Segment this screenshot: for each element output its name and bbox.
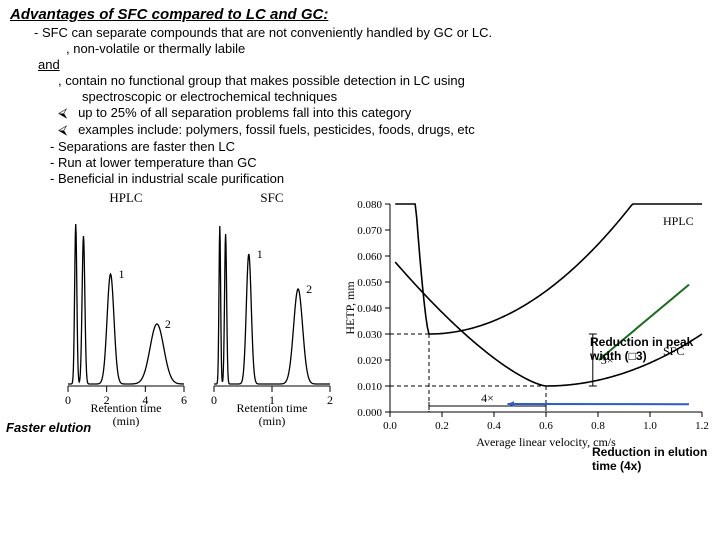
svg-text:(min): (min): [259, 414, 286, 428]
svg-text:0.000: 0.000: [357, 407, 382, 419]
note-elution-time: Reduction in elution time (4x): [592, 446, 710, 474]
svg-text:HPLC: HPLC: [663, 214, 694, 228]
page-title: Advantages of SFC compared to LC and GC:: [10, 6, 710, 23]
svg-text:0.4: 0.4: [487, 420, 501, 432]
svg-text:0.2: 0.2: [435, 420, 449, 432]
chromatograms: HPLC024612Retention time(min) SFC01212Re…: [10, 190, 336, 430]
svg-text:0.6: 0.6: [539, 420, 553, 432]
note-peak-width: Reduction in peak width (□3): [590, 336, 700, 364]
svg-text:0.020: 0.020: [357, 355, 382, 367]
svg-text:0.040: 0.040: [357, 303, 382, 315]
line-6: - Beneficial in industrial scale purific…: [10, 171, 710, 186]
svg-text:0.8: 0.8: [591, 420, 605, 432]
svg-text:0.0: 0.0: [383, 420, 397, 432]
svg-text:(min): (min): [113, 414, 140, 428]
bullet-1: ⮘ up to 25% of all separation problems f…: [10, 105, 710, 121]
svg-text:1: 1: [119, 267, 125, 281]
svg-text:HETP, mm: HETP, mm: [343, 281, 357, 335]
line-3a: , contain no functional group that makes…: [10, 73, 710, 88]
svg-text:2: 2: [165, 317, 171, 331]
svg-text:6: 6: [181, 393, 187, 407]
svg-text:0.030: 0.030: [357, 329, 382, 341]
svg-text:4×: 4×: [481, 391, 494, 405]
svg-text:0.080: 0.080: [357, 199, 382, 211]
bullet-2-text: examples include: polymers, fossil fuels…: [78, 122, 475, 137]
sfc-chart: SFC01212Retention time(min): [196, 190, 336, 430]
line-1: - SFC can separate compounds that are no…: [10, 25, 710, 40]
svg-text:2: 2: [327, 393, 333, 407]
svg-text:1.0: 1.0: [643, 420, 657, 432]
svg-text:0: 0: [211, 393, 217, 407]
svg-text:1: 1: [257, 247, 263, 261]
save-icon: ⮘: [58, 122, 67, 137]
svg-text:0.060: 0.060: [357, 251, 382, 263]
svg-text:Retention time: Retention time: [91, 401, 162, 415]
hplc-chart: HPLC024612Retention time(min): [50, 190, 190, 430]
faster-elution-label: Faster elution: [6, 420, 91, 435]
and-word: and: [10, 57, 60, 72]
figures-row: HPLC024612Retention time(min) SFC01212Re…: [10, 190, 710, 450]
svg-text:0: 0: [65, 393, 71, 407]
bullet-2: ⮘ examples include: polymers, fossil fue…: [10, 122, 710, 138]
line-2: , non-volatile or thermally labile: [10, 41, 710, 56]
bullet-1-text: up to 25% of all separation problems fal…: [78, 105, 411, 120]
svg-text:0.050: 0.050: [357, 277, 382, 289]
line-5: - Run at lower temperature than GC: [10, 155, 710, 170]
svg-text:0.070: 0.070: [357, 225, 382, 237]
line-4: - Separations are faster then LC: [10, 139, 710, 154]
svg-text:1.2: 1.2: [695, 420, 709, 432]
svg-text:HPLC: HPLC: [109, 190, 142, 205]
svg-text:2: 2: [306, 282, 312, 296]
van-deemter-chart: 0.000 0.010 0.020 0.030 0.040 0.050 0.060 0.070…: [336, 190, 710, 450]
svg-text:SFC: SFC: [260, 190, 283, 205]
svg-text:0.010: 0.010: [357, 381, 382, 393]
line-3b: spectroscopic or electrochemical techniq…: [10, 89, 710, 104]
svg-text:Retention time: Retention time: [237, 401, 308, 415]
save-icon: ⮘: [58, 105, 67, 120]
